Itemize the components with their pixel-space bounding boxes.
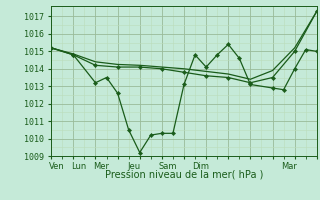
- Text: Jeu: Jeu: [128, 162, 141, 171]
- Text: Sam: Sam: [158, 162, 177, 171]
- Text: Ven: Ven: [49, 162, 65, 171]
- Text: Mar: Mar: [281, 162, 297, 171]
- Text: Dim: Dim: [192, 162, 209, 171]
- Text: Lun: Lun: [71, 162, 86, 171]
- Text: Mer: Mer: [93, 162, 109, 171]
- X-axis label: Pression niveau de la mer( hPa ): Pression niveau de la mer( hPa ): [105, 170, 263, 180]
